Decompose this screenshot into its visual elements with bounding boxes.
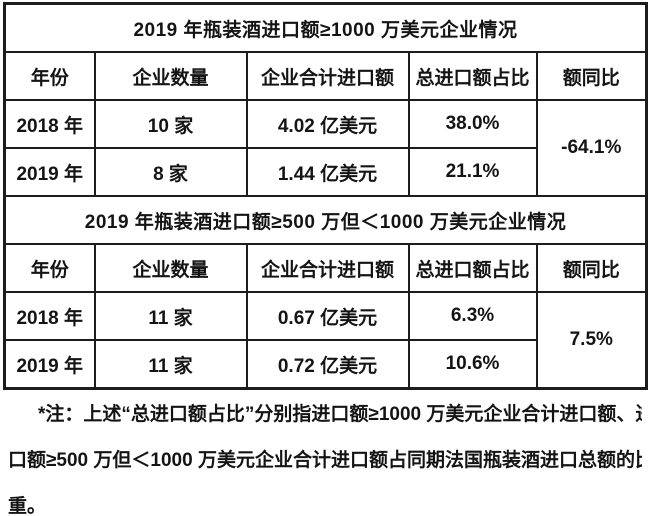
table1-header-row: 年份 企业数量 企业合计进口额 总进口额占比 额同比	[3, 51, 648, 101]
table1-2018-year: 2018 年	[3, 99, 96, 149]
table2-2019-total: 0.72 亿美元	[245, 339, 410, 390]
table-row: 2019 年 11 家 0.72 亿美元 10.6%	[3, 339, 647, 390]
table2-header-count: 企业数量	[93, 243, 248, 293]
table2-2019-year: 2019 年	[3, 339, 96, 390]
footnote-line-2: 口额≥500 万但＜1000 万美元企业合计进口额占同期法国瓶装酒进口总额的比	[8, 450, 642, 471]
table1-header-total: 企业合计进口额	[245, 51, 410, 101]
table2-header-total: 企业合计进口额	[245, 243, 410, 293]
table2-header-row: 年份 企业数量 企业合计进口额 总进口额占比 额同比	[3, 243, 648, 293]
table2-yoy-value: 7.5%	[535, 291, 648, 390]
wine-import-table: 2019 年瓶装酒进口额≥1000 万美元企业情况 年份 企业数量 企业合计进口…	[3, 2, 649, 390]
table2-header-yoy: 额同比	[535, 243, 648, 293]
table1-header-year: 年份	[3, 51, 96, 101]
table2-header-year: 年份	[3, 243, 96, 293]
table1-title-row: 2019 年瓶装酒进口额≥1000 万美元企业情况	[3, 2, 648, 53]
table2-title-row: 2019 年瓶装酒进口额≥500 万但＜1000 万美元企业情况	[3, 195, 648, 245]
table1-header-count: 企业数量	[93, 51, 248, 101]
table1-2019-count: 8 家	[93, 147, 248, 197]
table1-header-share: 总进口额占比	[407, 51, 538, 101]
table1-2018-count: 10 家	[93, 99, 248, 149]
footnote-line-3: 重。	[8, 496, 47, 516]
table1-2018-share: 38.0%	[407, 99, 538, 149]
table-row: 2018 年 10 家 4.02 亿美元 38.0% -64.1%	[3, 99, 648, 197]
table2-title: 2019 年瓶装酒进口额≥500 万但＜1000 万美元企业情况	[3, 195, 648, 245]
table1-2019-total: 1.44 亿美元	[245, 147, 410, 197]
table2-2019-share: 10.6%	[407, 339, 538, 390]
table1-header-yoy: 额同比	[535, 51, 648, 101]
table1-2019-share: 21.1%	[407, 147, 538, 197]
table2-2019-count: 11 家	[93, 339, 248, 390]
table2-2018-count: 11 家	[93, 291, 248, 341]
table1-2019-year: 2019 年	[3, 147, 96, 197]
table1-yoy-value: -64.1%	[535, 99, 648, 197]
table1-2018-total: 4.02 亿美元	[245, 99, 410, 149]
table2-header-share: 总进口额占比	[407, 243, 538, 293]
table2-2018-total: 0.67 亿美元	[245, 291, 410, 341]
table2-2018-share: 6.3%	[407, 291, 538, 341]
table2-2018-year: 2018 年	[3, 291, 96, 341]
table1-title: 2019 年瓶装酒进口额≥1000 万美元企业情况	[3, 2, 648, 53]
footnote: *注：上述“总进口额占比”分别指进口额≥1000 万美元企业合计进口额、进 口额…	[8, 392, 642, 516]
table-row: 2018 年 11 家 0.67 亿美元 6.3% 7.5%	[3, 291, 648, 390]
table-row: 2019 年 8 家 1.44 亿美元 21.1%	[3, 147, 647, 197]
footnote-line-1: *注：上述“总进口额占比”分别指进口额≥1000 万美元企业合计进口额、进	[38, 404, 642, 425]
